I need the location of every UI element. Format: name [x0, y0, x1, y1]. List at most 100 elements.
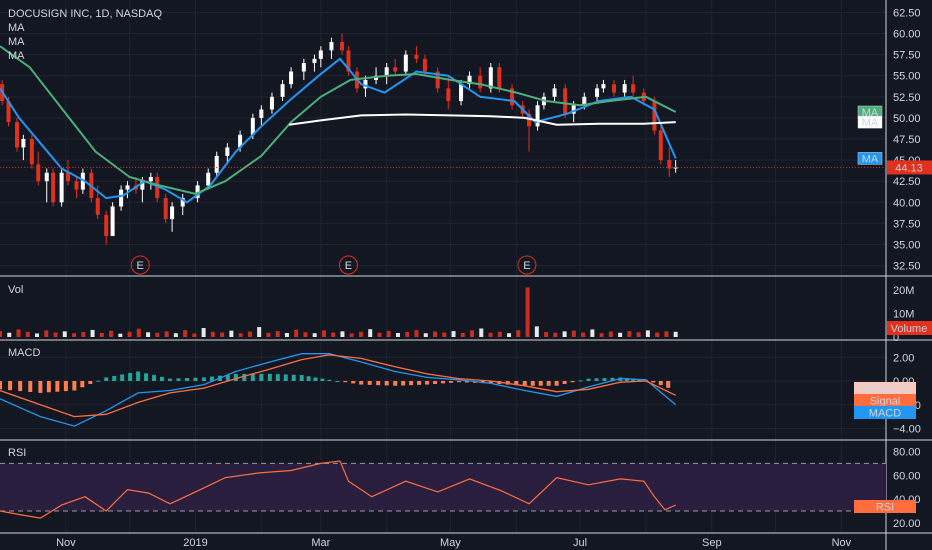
volume-bar: [284, 332, 289, 337]
candle-body: [59, 172, 64, 203]
candle-body: [467, 75, 472, 85]
candle-body: [110, 206, 115, 237]
volume-bar: [590, 329, 595, 337]
macd-histogram-bar: [441, 381, 445, 384]
macd-histogram-bar: [376, 381, 381, 386]
candle-body: [163, 198, 168, 220]
volume-bar: [581, 332, 586, 337]
candle-body: [180, 198, 185, 207]
volume-bar: [62, 331, 67, 337]
macd-histogram-bar: [409, 381, 414, 386]
macd-histogram-bar: [104, 377, 109, 381]
volume-bar: [164, 331, 169, 337]
macd-histogram-bar: [160, 376, 165, 381]
signal-legend-badge-bg: [854, 394, 916, 407]
candle-body: [673, 167, 678, 169]
candle-body: [280, 84, 285, 97]
candle-body: [652, 101, 657, 131]
earnings-marker: [517, 255, 537, 275]
histogram-legend-badge-bg: [854, 382, 916, 395]
macd-histogram-bar: [562, 381, 567, 384]
ma-badge: MA: [862, 117, 879, 129]
macd-histogram-bar: [250, 373, 255, 381]
macd-histogram-bar: [464, 381, 469, 383]
histogram-legend-badge: Histogram: [860, 384, 910, 396]
volume-bar: [599, 333, 604, 337]
volume-bar: [238, 333, 243, 337]
macd-histogram-bar: [96, 380, 101, 382]
macd-histogram-bar: [275, 374, 280, 381]
volume-bar: [247, 331, 252, 337]
candle-body: [95, 198, 100, 215]
ma-legend-3[interactable]: MA: [8, 50, 25, 62]
candle-body: [459, 84, 464, 102]
price-tick-label: 57.50: [893, 50, 921, 62]
macd-histogram-bar: [291, 374, 296, 381]
ma-badge-bg: [857, 152, 883, 165]
macd-histogram-bar: [299, 375, 304, 381]
macd-histogram-bar: [313, 377, 318, 381]
macd-histogram-bar: [144, 373, 149, 381]
candle-body: [119, 189, 124, 207]
volume-bar: [118, 333, 123, 337]
price-tick-label: 37.50: [893, 218, 921, 230]
candle-body: [225, 147, 230, 156]
volume-bar: [368, 329, 373, 337]
volume-bar: [340, 331, 345, 337]
volume-bar: [81, 332, 86, 337]
volume-bar: [35, 333, 40, 337]
volume-bar: [7, 332, 12, 337]
ma-legend-1[interactable]: MA: [8, 22, 25, 34]
macd-histogram-bar: [267, 373, 272, 381]
volume-bar: [44, 330, 49, 337]
rsi-legend-badge: RSI: [876, 502, 894, 514]
macd-histogram-bar: [546, 381, 551, 386]
candle-body: [535, 105, 540, 127]
rsi-legend-badge-bg: [854, 500, 916, 513]
macd-histogram-bar: [343, 381, 348, 383]
volume-bar: [405, 332, 410, 337]
macd-histogram-bar: [242, 373, 247, 381]
macd-histogram-bar: [201, 377, 206, 381]
macd-histogram-bar: [538, 381, 543, 386]
price-tick-label: 47.50: [893, 134, 921, 146]
candle-body: [21, 139, 26, 148]
macd-histogram-bar: [0, 381, 2, 390]
ma-line-1: [0, 57, 677, 204]
macd-histogram-bar: [570, 381, 575, 383]
macd-legend-badge-bg: [854, 406, 916, 419]
volume-bar: [312, 333, 317, 337]
macd-panel[interactable]: [0, 353, 677, 427]
time-axis[interactable]: Nov 2019 Mar May Jul Sep Nov: [56, 537, 852, 549]
volume-bar: [16, 329, 21, 337]
chart-title: DOCUSIGN INC, 1D, NASDAQ: [8, 8, 162, 20]
candle-body: [363, 79, 368, 89]
time-tick-label: Nov: [832, 537, 852, 549]
candle-body: [238, 134, 243, 148]
signal-line: [0, 354, 676, 418]
candle-body: [80, 172, 85, 190]
volume-panel[interactable]: [0, 287, 678, 337]
macd-histogram-bar: [425, 381, 430, 385]
rsi-panel[interactable]: [0, 460, 676, 519]
macd-histogram-bar: [488, 381, 493, 384]
candle-body: [582, 96, 587, 106]
macd-histogram-bar: [651, 381, 656, 383]
earnings-marker-label: E: [345, 260, 352, 272]
volume-bar: [192, 333, 197, 337]
volume-tick-label: 10M: [893, 308, 914, 320]
volume-bar: [220, 332, 225, 337]
candle-body: [104, 214, 109, 237]
macd-histogram-bar: [448, 381, 453, 383]
candle-body: [29, 139, 34, 165]
volume-bar: [155, 332, 160, 337]
volume-bar: [664, 331, 669, 337]
macd-panel-title: MACD: [8, 347, 40, 359]
candle-body: [527, 113, 532, 127]
candle-body: [214, 155, 219, 173]
ma-legend-2[interactable]: MA: [8, 36, 25, 48]
